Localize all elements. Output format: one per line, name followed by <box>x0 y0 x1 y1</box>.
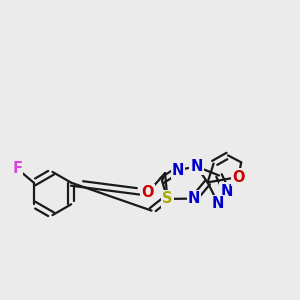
Text: N: N <box>172 163 184 178</box>
Text: F: F <box>12 161 22 176</box>
Text: N: N <box>220 184 233 199</box>
Text: N: N <box>212 196 224 211</box>
Text: N: N <box>190 159 203 174</box>
Text: O: O <box>232 169 245 184</box>
Text: S: S <box>162 191 173 206</box>
Text: N: N <box>188 191 200 206</box>
Text: O: O <box>142 185 154 200</box>
